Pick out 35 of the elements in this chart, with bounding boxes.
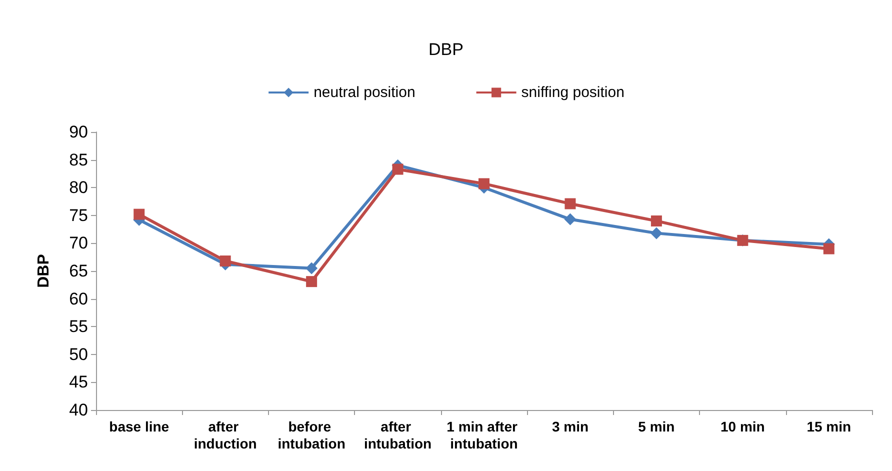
y-tick-label: 55 <box>69 317 88 336</box>
point <box>392 164 404 175</box>
point <box>564 198 576 210</box>
y-tick-label: 50 <box>69 344 88 364</box>
x-tick-label: before intubation <box>278 418 346 452</box>
y-tick-label: 90 <box>69 122 88 142</box>
point <box>478 178 490 190</box>
y-tick-label: 75 <box>69 206 88 225</box>
legend-label: sniffing position <box>521 84 624 101</box>
x-tick-label: 3 min <box>552 418 589 434</box>
point <box>220 255 231 266</box>
y-tick-label: 85 <box>69 150 88 170</box>
x-tick-label: after intubation <box>364 418 432 452</box>
point <box>306 276 318 288</box>
y-axis-title: DBP <box>428 40 464 59</box>
x-tick-label: 15 min <box>806 418 852 434</box>
y-tick-label: 60 <box>69 289 88 308</box>
x-tick-label: 1 min after intubation <box>446 418 522 452</box>
point <box>306 262 318 274</box>
y-tick-label: 70 <box>69 234 88 253</box>
y-tick-label: 65 <box>69 262 88 280</box>
x-tick-label: base line <box>109 418 170 434</box>
point <box>650 215 662 226</box>
y-tick-label: 45 <box>69 372 88 392</box>
x-tick-label: 10 min <box>720 418 765 434</box>
point <box>823 243 834 254</box>
point <box>650 227 662 240</box>
text: DBP <box>36 254 52 288</box>
y-tick-label: 40 <box>69 400 88 420</box>
x-tick-label: after induction <box>194 418 257 452</box>
x-tick-label: 5 min <box>638 418 675 434</box>
legend-label: neutral position <box>314 84 416 101</box>
point <box>564 213 576 226</box>
point <box>134 208 145 220</box>
y-tick-label: 80 <box>69 178 88 198</box>
